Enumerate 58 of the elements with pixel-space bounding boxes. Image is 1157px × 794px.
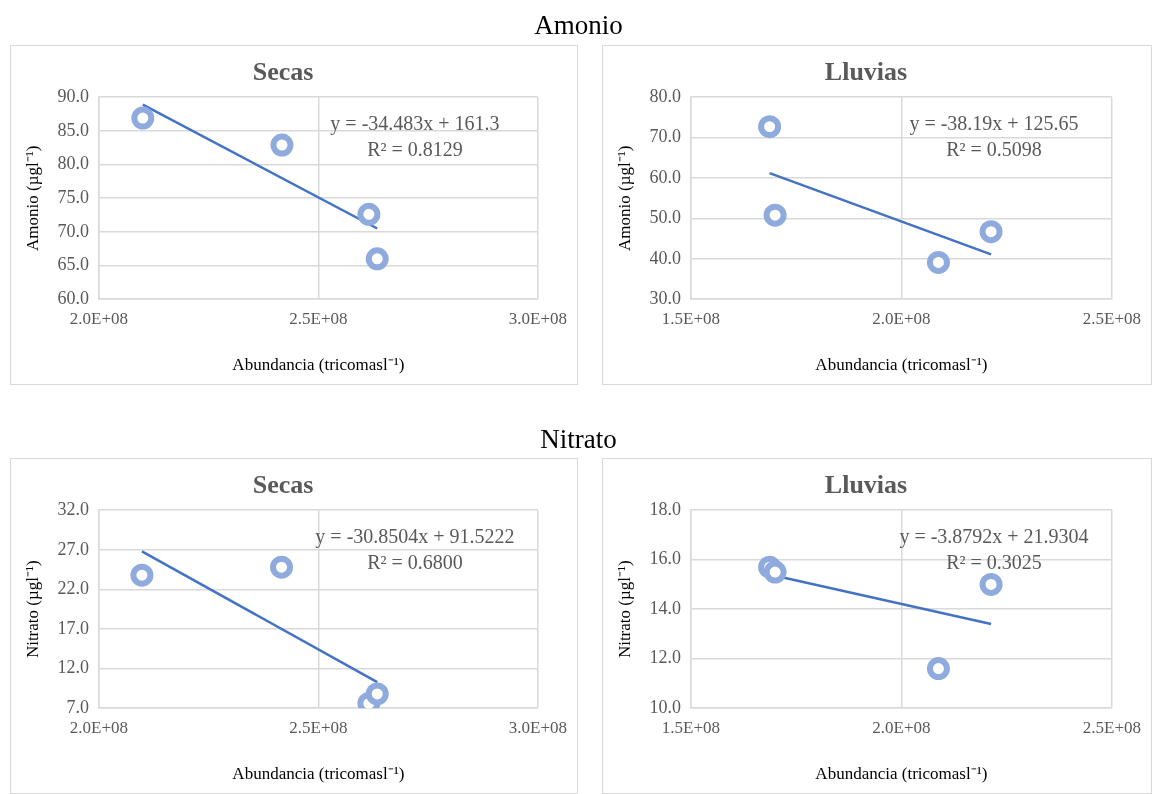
y-axis-title: Nitrato (µgl⁻¹) <box>22 560 42 659</box>
x-tick-label: 2.0E+08 <box>872 308 931 328</box>
y-tick-label: 7.0 <box>66 696 89 717</box>
annotation: R² = 0.8129 <box>367 138 463 161</box>
chart-title: Secas <box>252 57 314 87</box>
y-axis-title: Nitrato (µgl⁻¹) <box>614 560 634 659</box>
text: Nitrato <box>539 424 618 455</box>
x-axis-title: Abundancia (tricomasl⁻¹) <box>232 764 405 784</box>
x-tick-label: 2.0E+08 <box>69 717 129 737</box>
x-tick-label: 2.5E+08 <box>289 308 348 328</box>
y-tick-label: 18.0 <box>649 498 681 519</box>
x-tick-label: 3.0E+08 <box>508 717 568 737</box>
y-axis-title: Amonio (µgl⁻¹) <box>614 145 634 251</box>
annotation: R² = 0.3025 <box>946 551 1042 574</box>
annotation: R² = 0.5098 <box>946 138 1042 161</box>
y-tick-label: 10.0 <box>649 696 681 717</box>
y-tick-label: 90.0 <box>57 85 89 106</box>
y-tick-label: 14.0 <box>649 597 681 618</box>
annotation: y = -34.483x + 161.3 <box>330 112 500 136</box>
y-tick-label: 12.0 <box>57 657 89 678</box>
y-tick-label: 50.0 <box>649 207 681 228</box>
x-axis-title: Abundancia (tricomasl⁻¹) <box>232 355 405 375</box>
y-tick-label: 85.0 <box>57 119 89 140</box>
x-tick-label: 2.5E+08 <box>289 717 348 737</box>
x-tick-label: 3.0E+08 <box>508 308 568 328</box>
x-axis-title: Abundancia (tricomasl⁻¹) <box>815 355 988 375</box>
x-tick-label: 2.0E+08 <box>69 308 129 328</box>
x-tick-label: 1.5E+08 <box>661 308 721 328</box>
annotation: y = -38.19x + 125.65 <box>909 112 1079 136</box>
text: Amonio <box>533 10 624 41</box>
y-tick-label: 60.0 <box>649 166 681 187</box>
y-tick-label: 32.0 <box>57 498 89 519</box>
chart-title: Lluvias <box>824 470 908 500</box>
y-tick-label: 65.0 <box>57 254 89 275</box>
annotation: R² = 0.6800 <box>367 551 463 574</box>
y-tick-label: 40.0 <box>649 247 681 268</box>
y-tick-label: 30.0 <box>649 287 681 308</box>
x-axis-title: Abundancia (tricomasl⁻¹) <box>815 764 988 784</box>
x-tick-label: 1.5E+08 <box>661 717 721 737</box>
y-tick-label: 17.0 <box>57 617 89 638</box>
y-tick-label: 60.0 <box>57 287 89 308</box>
x-tick-label: 2.5E+08 <box>1082 308 1142 328</box>
y-tick-label: 75.0 <box>57 186 89 207</box>
annotation: y = -3.8792x + 21.9304 <box>899 525 1089 549</box>
y-tick-label: 70.0 <box>57 220 89 241</box>
chart-title: Secas <box>252 470 314 500</box>
y-axis-title: Amonio (µgl⁻¹) <box>22 145 42 251</box>
x-tick-label: 2.0E+08 <box>872 717 931 737</box>
y-tick-label: 80.0 <box>649 85 681 106</box>
y-tick-label: 80.0 <box>57 153 89 174</box>
y-tick-label: 16.0 <box>649 548 681 569</box>
y-tick-label: 22.0 <box>57 578 89 599</box>
chart-title: Lluvias <box>824 57 908 87</box>
y-tick-label: 12.0 <box>649 647 681 668</box>
y-tick-label: 27.0 <box>57 538 89 559</box>
annotation: y = -30.8504x + 91.5222 <box>315 525 515 549</box>
y-tick-label: 70.0 <box>649 126 681 147</box>
x-tick-label: 2.5E+08 <box>1082 717 1142 737</box>
